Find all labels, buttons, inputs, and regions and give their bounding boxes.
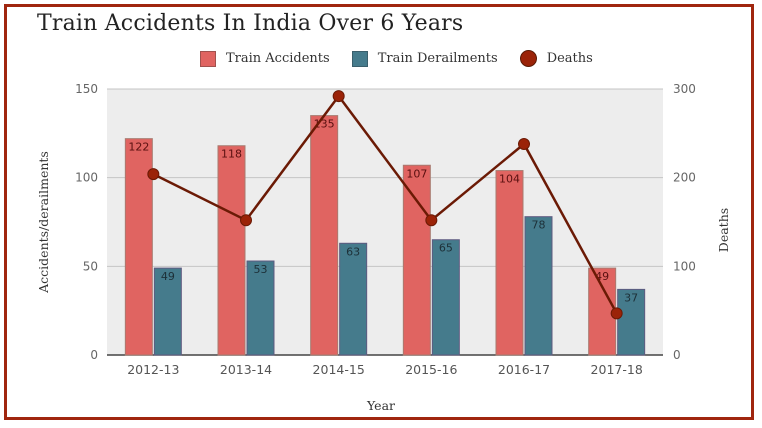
- x-axis-label: Year: [366, 398, 395, 413]
- deaths-point[interactable]: [240, 214, 252, 227]
- chart-title: Train Accidents In India Over 6 Years: [37, 11, 464, 36]
- bar-train-derailments[interactable]: [524, 216, 553, 356]
- y-right-tick: 0: [673, 348, 681, 362]
- bar-value-label: 65: [439, 242, 453, 255]
- deaths-line: [152, 94, 618, 314]
- deaths-point[interactable]: [332, 90, 345, 103]
- chart-legend: Train Accidents Train Derailments Deaths: [200, 50, 615, 67]
- legend-label: Train Accidents: [226, 51, 330, 66]
- bar-value-label: 78: [532, 219, 546, 232]
- bar-train-accidents[interactable]: [495, 170, 524, 356]
- deaths-point[interactable]: [147, 168, 160, 181]
- x-tick-label: 2017-18: [591, 362, 643, 377]
- legend-label: Train Derailments: [377, 51, 498, 66]
- bar-value-label: 107: [406, 167, 427, 180]
- plot-area: [107, 89, 663, 355]
- bar-train-derailments[interactable]: [153, 267, 182, 356]
- x-tick-label: 2012-13: [127, 362, 179, 377]
- deaths-point[interactable]: [425, 214, 438, 227]
- y-right-tick: 200: [673, 171, 696, 185]
- bar-train-derailments[interactable]: [246, 260, 275, 356]
- legend-label: Deaths: [546, 51, 593, 66]
- bar-train-accidents[interactable]: [402, 164, 431, 356]
- y-right-axis-label: Deaths: [716, 208, 731, 252]
- y-left-tick: 0: [90, 348, 98, 362]
- bar-value-label: 37: [624, 291, 638, 304]
- y-right-tick: 300: [673, 82, 696, 96]
- bar-value-label: 53: [254, 263, 268, 276]
- bar-value-label: 49: [161, 270, 175, 283]
- y-left-tick: 100: [75, 171, 98, 185]
- x-tick-label: 2016-17: [498, 362, 550, 377]
- deaths-point[interactable]: [610, 307, 623, 320]
- legend-item-deaths[interactable]: Deaths: [519, 50, 593, 67]
- bar-train-accidents[interactable]: [310, 115, 339, 356]
- y-left-tick: 150: [75, 82, 98, 96]
- y-left-tick: 50: [83, 259, 98, 273]
- x-tick-label: 2015-16: [405, 362, 457, 377]
- deaths-point[interactable]: [518, 137, 530, 150]
- chart-frame: [4, 4, 754, 420]
- y-left-axis-label: Accidents/derailments: [36, 151, 51, 294]
- legend-item-derailments[interactable]: Train Derailments: [351, 50, 498, 67]
- bar-train-accidents[interactable]: [217, 145, 246, 356]
- bar-value-label: 63: [346, 245, 360, 258]
- deaths-marker-icon: [519, 50, 537, 67]
- accidents-swatch-icon: [200, 50, 216, 67]
- bar-value-label: 118: [221, 148, 242, 161]
- y-right-tick: 100: [673, 259, 696, 273]
- bar-train-derailments[interactable]: [339, 242, 368, 356]
- bar-train-derailments[interactable]: [617, 288, 646, 356]
- bar-train-derailments[interactable]: [431, 239, 460, 356]
- derailments-swatch-icon: [351, 50, 368, 67]
- x-tick-label: 2014-15: [313, 362, 365, 377]
- bar-value-label: 122: [128, 141, 149, 154]
- legend-item-accidents[interactable]: Train Accidents: [200, 50, 330, 67]
- bar-value-label: 104: [499, 173, 520, 186]
- x-tick-label: 2013-14: [220, 362, 272, 377]
